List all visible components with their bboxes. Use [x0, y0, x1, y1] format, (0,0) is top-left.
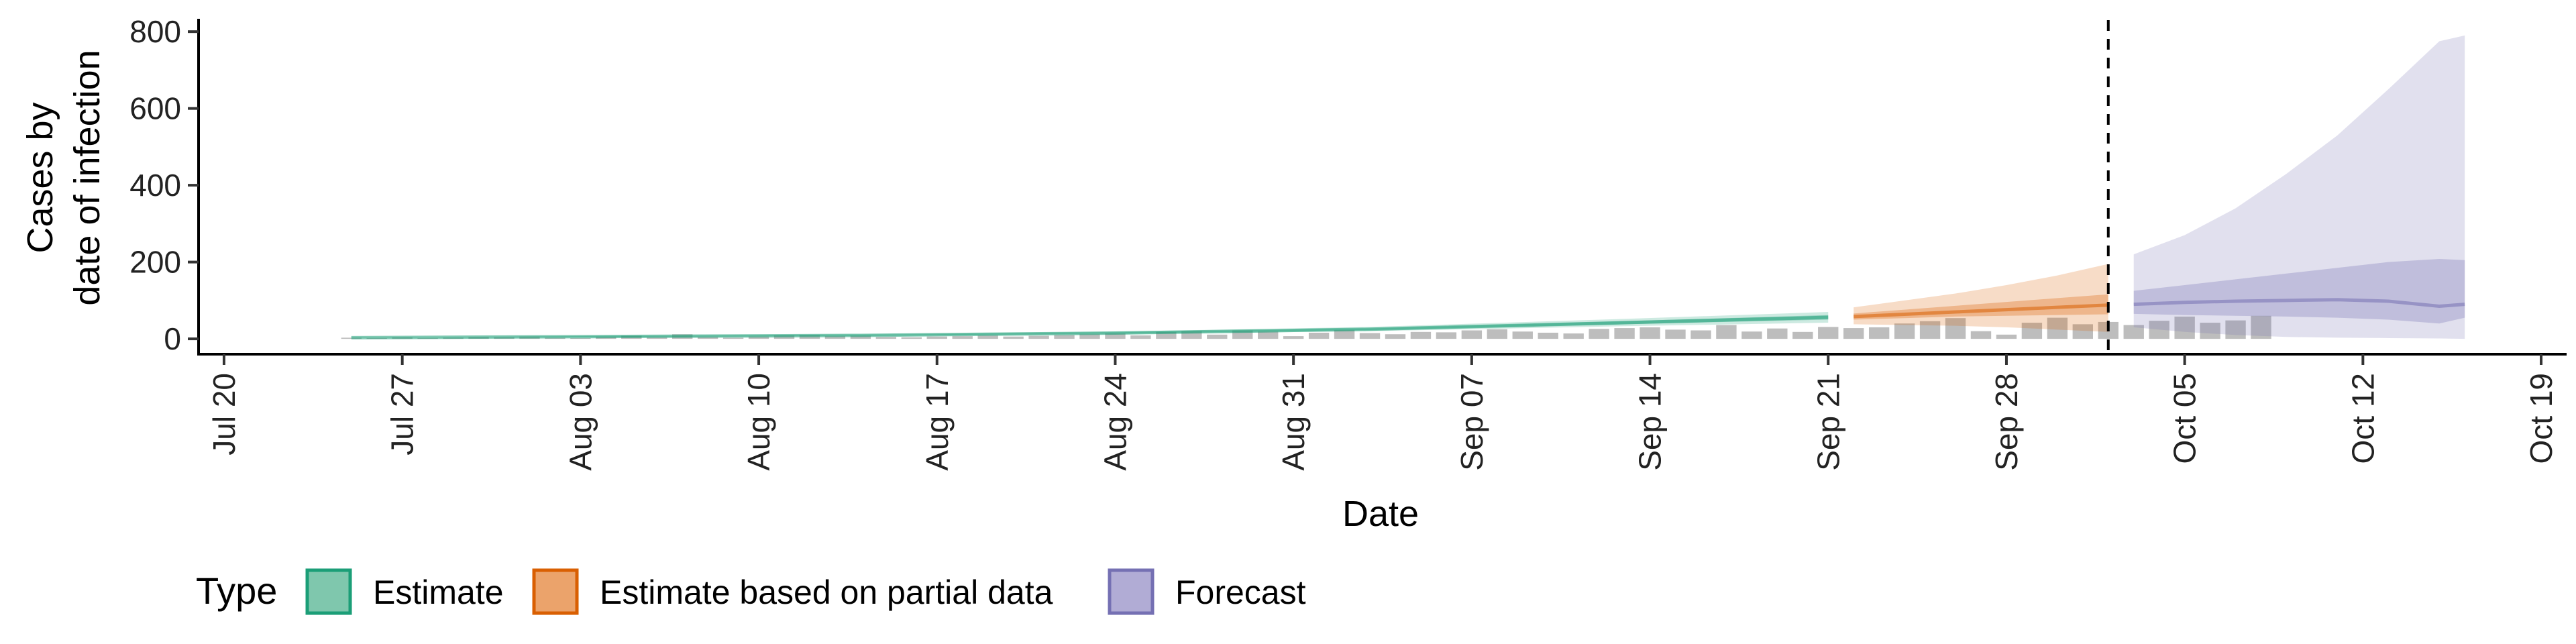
observed-case-bar: [1741, 331, 1762, 339]
observed-case-bar: [952, 336, 973, 339]
legend-label: Estimate based on partial data: [600, 574, 1053, 611]
observed-case-bar: [1818, 327, 1839, 339]
observed-case-bar: [647, 337, 667, 339]
estimate-median-line: [351, 315, 1829, 339]
x-tick-label: Oct 12: [2345, 373, 2380, 464]
y-axis-label: Cases by date of infection: [20, 50, 107, 305]
observed-case-bar: [1028, 335, 1049, 339]
observed-case-bar: [1512, 331, 1533, 339]
observed-case-bar: [901, 337, 922, 339]
y-tick-label: 0: [164, 321, 181, 356]
observed-case-bar: [1079, 334, 1100, 339]
x-tick-label: Aug 31: [1276, 373, 1311, 471]
observed-case-bar: [875, 337, 897, 339]
observed-case-bar: [2251, 315, 2271, 339]
x-tick-label: Aug 03: [563, 373, 598, 471]
observed-case-bar: [1563, 333, 1584, 339]
observed-case-bar: [1996, 334, 2017, 339]
observed-case-bar: [1436, 332, 1457, 339]
observed-case-bar: [2072, 324, 2093, 339]
legend-key-forecast: [1108, 568, 1155, 615]
observed-case-bar: [850, 335, 871, 339]
y-axis-label-line-1: Cases by: [20, 102, 60, 253]
legend-key-estimate-based-on-partial-data: [532, 568, 579, 615]
forecast-median-line: [2133, 298, 2465, 308]
observed-case-bar: [722, 337, 744, 339]
observed-case-bar: [1334, 329, 1355, 339]
observed-case-bar: [1792, 331, 1813, 339]
legend-label: Estimate: [373, 574, 504, 611]
observed-case-bar: [1716, 325, 1737, 339]
estimate-based-on-partial-data-median-line: [1854, 303, 2108, 319]
observed-case-bar: [1665, 329, 1686, 339]
x-tick-label: Jul 20: [207, 373, 241, 455]
observed-case-bar: [1690, 330, 1711, 339]
observed-case-bar: [1130, 335, 1151, 339]
legend-key-estimate: [305, 568, 352, 615]
observed-case-bar: [1843, 328, 1864, 339]
legend-title: Type: [196, 570, 277, 612]
observed-case-bar: [1105, 333, 1126, 339]
y-tick-label: 400: [129, 168, 181, 203]
legend: Type Estimate Estimate based on partial da…: [196, 568, 1306, 615]
x-tick-label: Sep 14: [1633, 373, 1668, 471]
observed-case-bar: [1461, 330, 1483, 339]
x-tick-label: Sep 28: [1989, 373, 2024, 471]
x-tick-label: Jul 27: [385, 373, 420, 455]
observed-case-bar: [926, 336, 947, 339]
observed-case-bar: [2200, 323, 2220, 339]
observed-case-bar: [2174, 316, 2195, 339]
observed-case-bar: [1589, 329, 1609, 339]
y-tick-label: 600: [129, 91, 181, 126]
observed-case-bar: [1614, 328, 1635, 339]
observed-case-bar: [1359, 333, 1381, 339]
observed-case-bar: [1640, 327, 1660, 339]
observed-case-bar: [1487, 329, 1507, 339]
observed-case-bar: [1767, 328, 1788, 339]
forecast-ribbon-90: [2133, 35, 2465, 339]
observed-case-bar: [1410, 331, 1432, 339]
observed-case-bar: [1258, 331, 1279, 339]
observed-case-bar: [2149, 321, 2169, 339]
observed-case-bar: [697, 337, 718, 339]
x-tick-label: Aug 24: [1097, 373, 1132, 471]
observed-case-bar: [1003, 336, 1024, 339]
y-tick-label: 200: [129, 245, 181, 280]
observed-case-bar: [1181, 331, 1202, 339]
observed-case-bar: [2225, 320, 2246, 339]
x-tick-label: Oct 05: [2167, 373, 2202, 464]
x-tick-label: Sep 07: [1454, 373, 1489, 471]
observed-case-bar: [2123, 325, 2144, 339]
x-tick-label: Sep 21: [1811, 373, 1845, 471]
observed-case-bar: [824, 336, 846, 339]
observed-case-bar: [570, 337, 591, 339]
observed-case-bar: [1207, 334, 1228, 339]
x-axis-label: Date: [1342, 494, 1419, 534]
x-tick-label: Aug 10: [741, 373, 776, 471]
x-tick-label: Aug 17: [920, 373, 955, 471]
y-axis-label-line-2: date of infection: [67, 50, 107, 305]
plot-area: 0 200 400 600 800 Jul 20 Jul 27 Aug 03 Aug 10 Aug…: [129, 14, 2567, 471]
observed-case-bar: [1054, 335, 1075, 339]
observed-case-bar: [1919, 321, 1941, 339]
observed-case-bar: [1945, 318, 1966, 339]
y-tick-label: 800: [129, 14, 181, 49]
observed-case-bar: [977, 335, 998, 339]
observed-case-bar: [1970, 331, 1992, 339]
observed-case-bar: [1283, 336, 1304, 339]
forecast-ribbon-50: [2133, 259, 2465, 324]
x-tick-label: Oct 19: [2524, 373, 2559, 464]
observed-case-bar: [1868, 327, 1890, 339]
observed-case-bar: [1538, 332, 1558, 339]
observed-case-bar: [1156, 331, 1177, 339]
observed-case-bar: [2021, 323, 2043, 339]
observed-case-bar: [1308, 332, 1330, 339]
legend-label: Forecast: [1175, 574, 1306, 611]
observed-case-bar: [748, 336, 769, 339]
observed-case-bar: [1385, 334, 1406, 339]
observed-case-bar: [2047, 317, 2068, 339]
observed-case-bar: [1894, 323, 1915, 339]
